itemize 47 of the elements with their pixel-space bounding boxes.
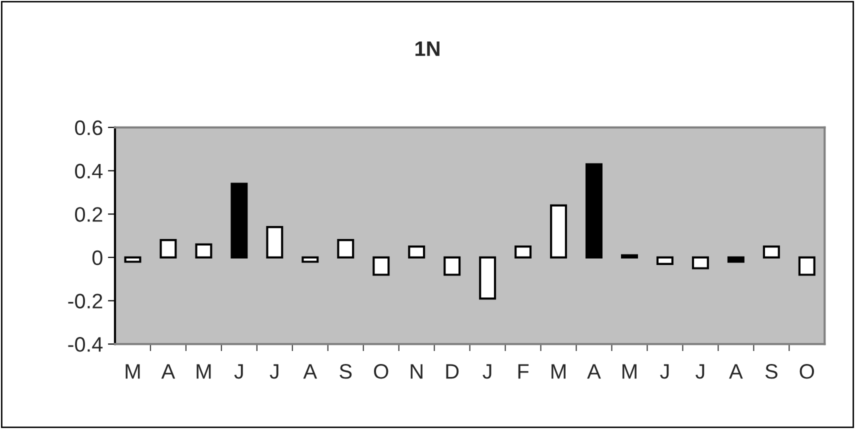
bar xyxy=(124,256,142,263)
bar xyxy=(160,239,177,258)
bar xyxy=(302,256,319,263)
bar xyxy=(230,182,248,258)
bar xyxy=(727,256,744,263)
x-tick-label: O xyxy=(800,364,814,379)
bar xyxy=(514,246,532,258)
x-tick-label: A xyxy=(587,364,601,379)
chart-title: 1N xyxy=(415,42,440,56)
bar xyxy=(550,204,568,258)
bar xyxy=(656,256,674,265)
x-tick-label: A xyxy=(303,364,318,379)
x-tick-label: N xyxy=(410,364,422,379)
bar xyxy=(195,243,212,258)
bar xyxy=(408,246,426,258)
x-tick-label: J xyxy=(234,364,243,379)
bar xyxy=(620,254,638,258)
y-tick-label: 0 xyxy=(92,250,102,266)
bar xyxy=(479,256,496,300)
x-tick-label: M xyxy=(196,364,211,379)
bar xyxy=(798,256,816,276)
x-tick-label: O xyxy=(374,364,388,379)
y-tick-label: -0.2 xyxy=(68,294,102,308)
bar xyxy=(692,256,709,270)
x-tick-label: J xyxy=(482,364,492,379)
x-tick-label: J xyxy=(696,364,704,379)
bar xyxy=(586,163,603,258)
x-tick-label: F xyxy=(518,364,529,379)
y-tick-label: -0.4 xyxy=(68,337,103,352)
x-tick-label: D xyxy=(446,364,459,379)
y-tick-label: 0.6 xyxy=(75,120,102,136)
x-tick-label: A xyxy=(729,364,743,379)
x-tick-label: S xyxy=(765,364,778,379)
bar xyxy=(762,246,780,258)
x-tick-label: J xyxy=(270,364,278,379)
x-tick-label: M xyxy=(126,364,140,379)
x-tick-label: M xyxy=(552,364,566,379)
y-tick-label: 0.2 xyxy=(75,207,102,222)
x-tick-label: J xyxy=(660,364,669,379)
x-tick-label: M xyxy=(622,364,636,379)
x-tick-label: A xyxy=(161,364,176,379)
bar xyxy=(444,256,461,276)
bar xyxy=(337,239,354,258)
x-tick-label: S xyxy=(340,364,352,379)
bar xyxy=(266,226,284,258)
y-tick-label: 0.4 xyxy=(75,164,103,178)
bar xyxy=(372,256,390,276)
